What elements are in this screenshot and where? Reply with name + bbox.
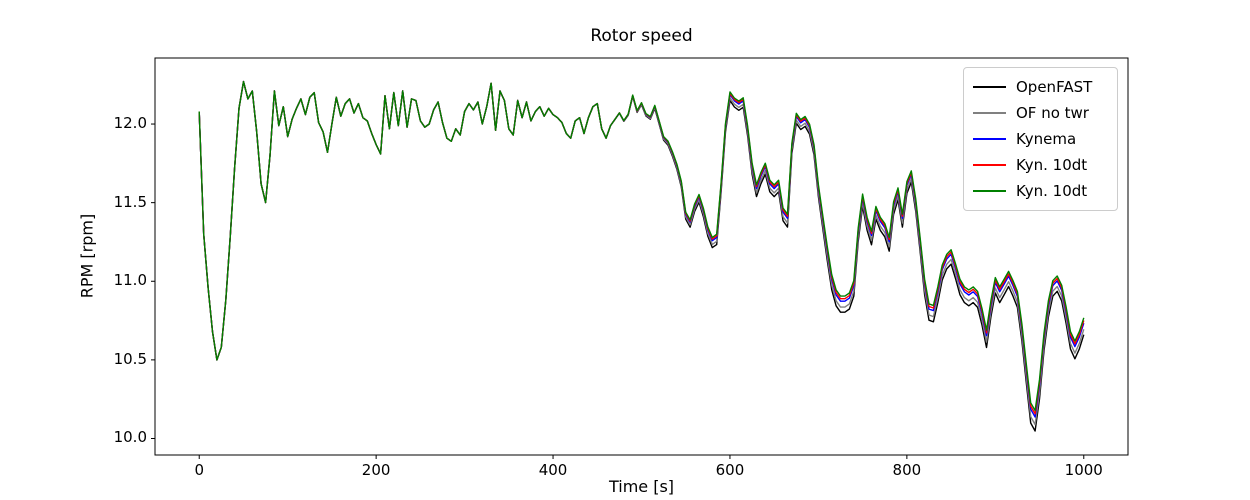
- legend-item: Kyn. 10dt: [973, 152, 1107, 178]
- legend: OpenFAST OF no twr Kynema Kyn. 10dt Kyn. 10d…: [963, 67, 1118, 211]
- legend-line-swatch: [973, 86, 1006, 88]
- y-tick-label: 10.0: [113, 428, 147, 447]
- legend-line-swatch: [973, 112, 1006, 114]
- legend-label: Kynema: [1016, 130, 1077, 148]
- series-line-kyn-10dt: [198, 80, 1085, 412]
- legend-line-swatch: [973, 190, 1006, 192]
- legend-line-swatch: [973, 138, 1006, 140]
- legend-label: OF no twr: [1016, 104, 1089, 122]
- x-tick-label: 1000: [1064, 461, 1103, 479]
- y-tick-label: 11.0: [113, 271, 147, 290]
- series-line-kyn-10dt: [198, 80, 1085, 415]
- x-tick-label: 200: [361, 461, 391, 479]
- y-tick-label: 10.5: [113, 349, 147, 368]
- legend-line-swatch: [973, 164, 1006, 166]
- y-tick-label: 11.5: [113, 192, 147, 211]
- legend-item: Kynema: [973, 126, 1107, 152]
- chart-title: Rotor speed: [590, 26, 693, 46]
- y-tick-label: 12.0: [113, 114, 147, 133]
- x-axis-label: Time [s]: [608, 477, 675, 496]
- legend-item: Kyn. 10dt: [973, 178, 1107, 204]
- x-tick-label: 400: [538, 461, 568, 479]
- legend-item: OF no twr: [973, 100, 1107, 126]
- x-tick-label: 600: [715, 461, 745, 479]
- x-tick-label: 800: [892, 461, 922, 479]
- legend-label: Kyn. 10dt: [1016, 182, 1088, 200]
- x-tick-label: 0: [194, 461, 204, 479]
- legend-item: OpenFAST: [973, 74, 1107, 100]
- plot-border: [154, 57, 1129, 456]
- legend-label: OpenFAST: [1016, 78, 1093, 96]
- legend-label: Kyn. 10dt: [1016, 156, 1088, 174]
